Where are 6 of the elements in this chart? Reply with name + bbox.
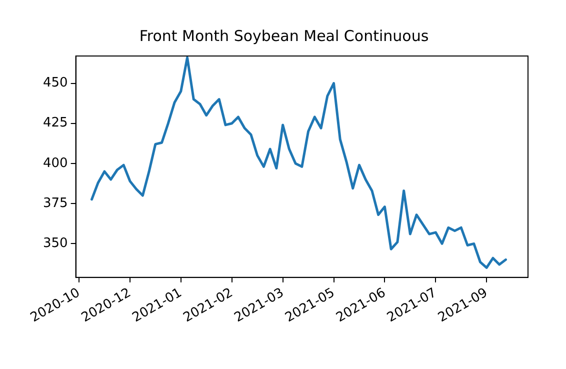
- chart-title: Front Month Soybean Meal Continuous: [139, 26, 429, 45]
- y-tick-label: 350: [42, 236, 68, 252]
- y-tick-label: 400: [42, 156, 68, 171]
- y-tick-label: 375: [42, 196, 68, 211]
- y-tick-label: 425: [42, 116, 68, 131]
- y-tick-label: 450: [42, 76, 68, 91]
